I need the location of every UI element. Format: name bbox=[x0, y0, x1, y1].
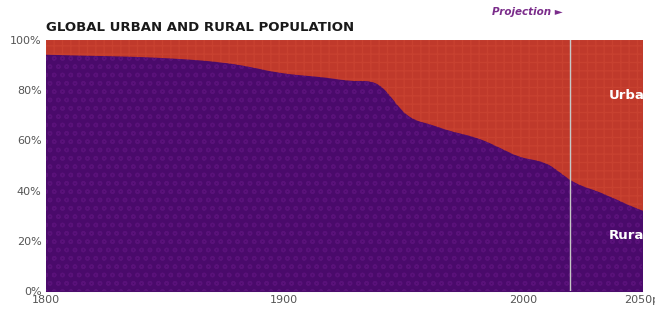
Text: Urban: Urban bbox=[608, 89, 654, 102]
Text: GLOBAL URBAN AND RURAL POPULATION: GLOBAL URBAN AND RURAL POPULATION bbox=[46, 22, 354, 34]
Text: Rural: Rural bbox=[608, 229, 648, 242]
Text: Projection ►: Projection ► bbox=[493, 7, 563, 17]
